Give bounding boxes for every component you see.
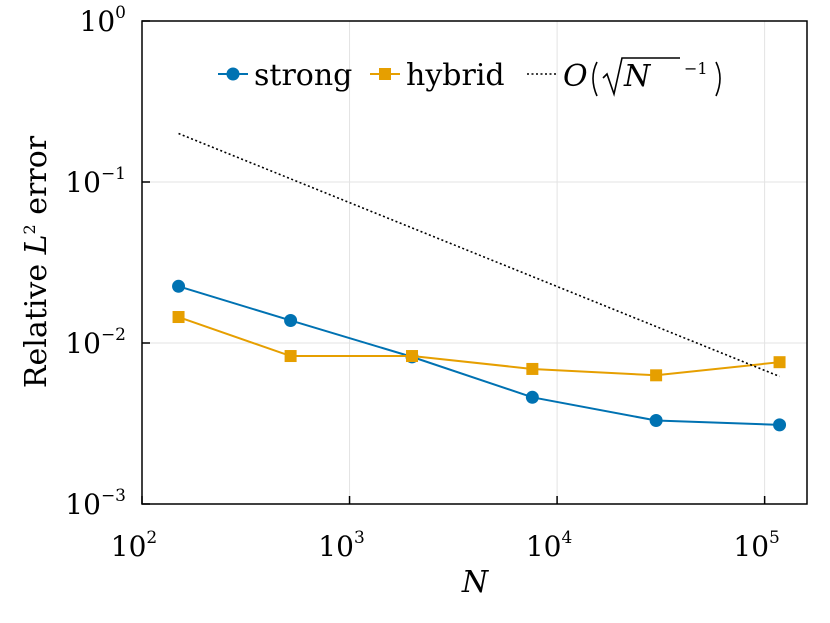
- series-line-strong: [178, 285, 780, 426]
- x-tick-exponent: 4: [561, 528, 572, 548]
- y-tick-label: 10−1: [65, 164, 126, 199]
- data-point-strong: [525, 390, 539, 404]
- y-tick-label: 100: [80, 3, 126, 38]
- y-tick-exponent: −2: [101, 325, 126, 345]
- x-tick-label: 104: [526, 528, 572, 563]
- x-tick-base: 10: [111, 530, 147, 563]
- series-layer: [172, 132, 787, 432]
- y-axis-label-var: L: [19, 234, 54, 255]
- x-tick-exponent: 2: [146, 528, 157, 548]
- y-axis-label-suffix: error: [19, 135, 54, 224]
- x-tick-label: 103: [318, 528, 364, 563]
- data-point-hybrid: [773, 356, 786, 369]
- legend-entry-strong: strong: [218, 58, 352, 93]
- series-line-reference: [178, 132, 780, 378]
- legend-ref-exponent: −1: [684, 59, 708, 78]
- data-point-hybrid: [406, 350, 419, 363]
- y-axis-label-sup: 2: [20, 224, 39, 234]
- data-point-strong: [773, 418, 787, 432]
- legend-ref-sqrt-icon: [602, 57, 680, 97]
- x-tick-exponent: 5: [769, 528, 780, 548]
- y-tick-exponent: −3: [101, 486, 126, 506]
- x-tick-label: 105: [733, 528, 779, 563]
- legend-label-hybrid: hybrid: [406, 58, 505, 93]
- series-reference: [178, 132, 780, 378]
- legend-label-strong: strong: [254, 58, 352, 93]
- legend-ref-right-paren: [715, 61, 721, 97]
- x-tick-exponent: 3: [354, 528, 365, 548]
- y-tick-base: 10: [65, 166, 101, 199]
- data-point-strong: [649, 414, 663, 428]
- legend-marker-strong: [226, 67, 240, 81]
- legend-marker-hybrid: [379, 68, 391, 80]
- y-tick-exponent: 0: [115, 3, 126, 23]
- data-point-strong: [172, 279, 186, 293]
- ticks: [141, 20, 766, 505]
- x-tick-base: 10: [318, 530, 354, 563]
- legend-entry-hybrid: hybrid: [370, 58, 505, 93]
- y-axis-label: Relative L2 error: [19, 135, 54, 388]
- x-tick-label: 102: [111, 528, 157, 563]
- data-point-strong: [284, 313, 298, 327]
- x-axis-label: N: [461, 565, 490, 600]
- data-point-hybrid: [172, 311, 185, 324]
- series-strong: [172, 279, 787, 432]
- y-tick-base: 10: [65, 488, 101, 521]
- y-tick-label: 10−2: [65, 325, 126, 360]
- legend-label-reference: O N −1: [563, 57, 721, 97]
- legend-ref-o: O: [563, 59, 588, 94]
- x-tick-base: 10: [526, 530, 562, 563]
- series-hybrid: [172, 311, 786, 382]
- plot-frame: [141, 20, 808, 505]
- x-tick-base: 10: [733, 530, 769, 563]
- series-line-hybrid: [178, 316, 780, 377]
- y-tick-label: 10−3: [65, 486, 126, 521]
- data-point-hybrid: [650, 369, 663, 382]
- legend-entry-reference: O N −1: [527, 57, 721, 97]
- legend-ref-left-paren: [592, 61, 598, 97]
- y-axis-label-prefix: Relative: [19, 254, 54, 388]
- data-point-hybrid: [284, 350, 297, 363]
- y-tick-base: 10: [80, 5, 116, 38]
- data-point-hybrid: [526, 362, 539, 375]
- legend: strong hybrid O N −1: [218, 57, 721, 97]
- y-tick-base: 10: [65, 327, 101, 360]
- legend-ref-n: N: [623, 59, 652, 94]
- y-tick-exponent: −1: [101, 164, 126, 184]
